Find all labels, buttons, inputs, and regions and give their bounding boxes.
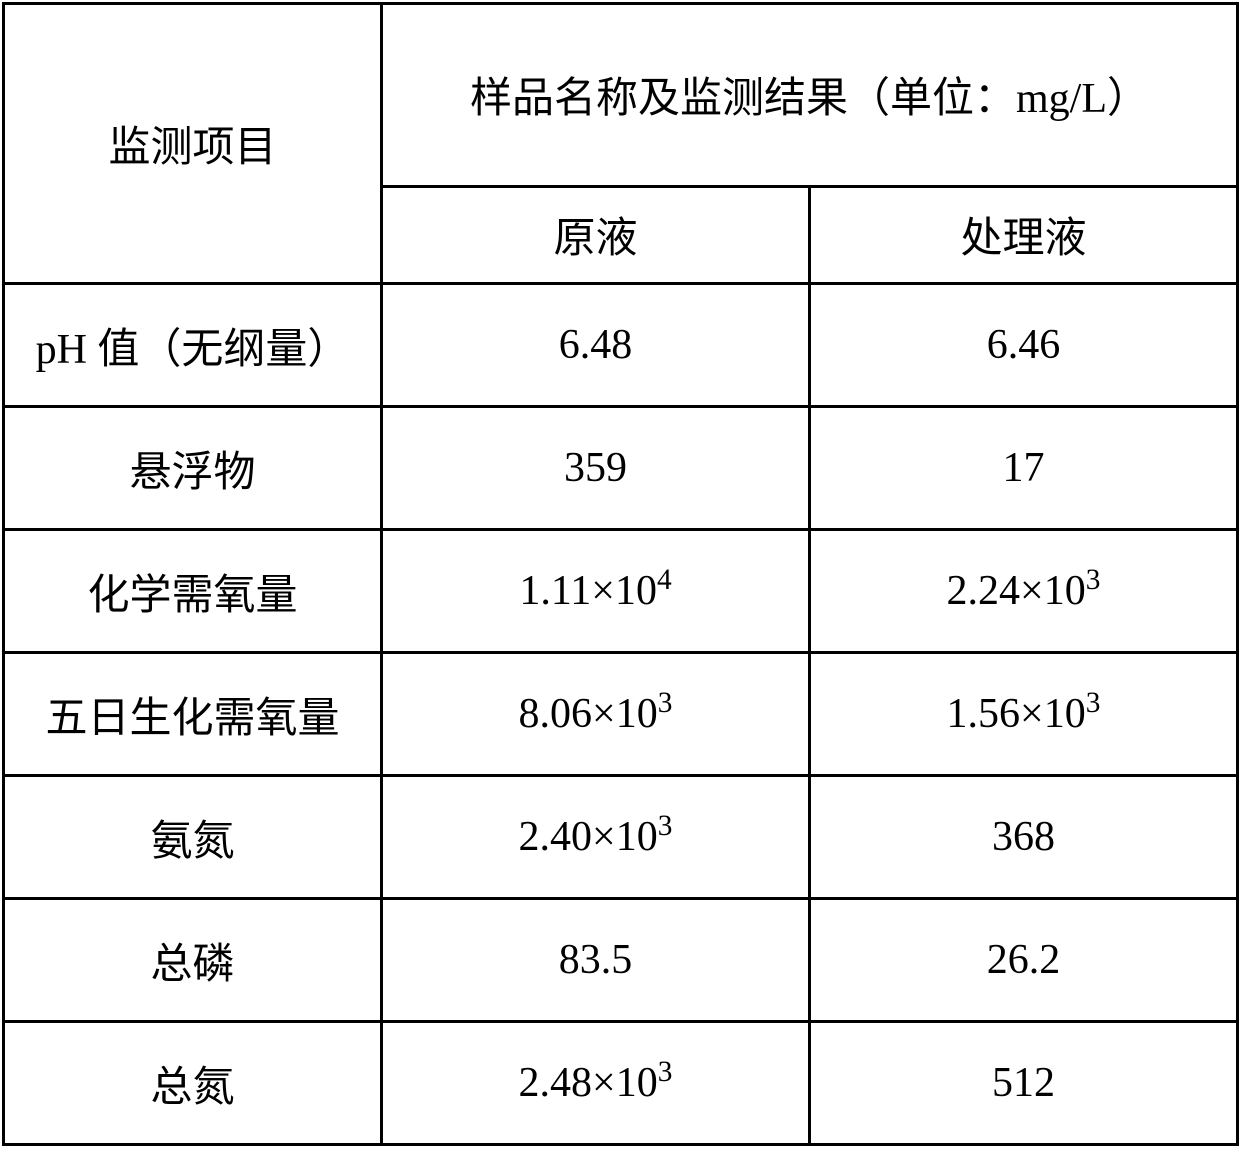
raw-value-cell: 2.48×103	[382, 1022, 810, 1145]
treated-value-cell: 6.46	[810, 284, 1238, 407]
raw-value-cell: 8.06×103	[382, 653, 810, 776]
header-raw-liquid: 原液	[382, 186, 810, 283]
table-row: 五日生化需氧量 8.06×103 1.56×103	[4, 653, 1238, 776]
header-treated-liquid: 处理液	[810, 186, 1238, 283]
header-monitoring-item: 监测项目	[4, 4, 382, 284]
table-row: pH 值（无纲量） 6.48 6.46	[4, 284, 1238, 407]
raw-value-cell: 6.48	[382, 284, 810, 407]
table-row: 化学需氧量 1.11×104 2.24×103	[4, 530, 1238, 653]
table-row: 氨氮 2.40×103 368	[4, 776, 1238, 899]
param-cell: pH 值（无纲量）	[4, 284, 382, 407]
param-cell: 悬浮物	[4, 407, 382, 530]
treated-value-cell: 1.56×103	[810, 653, 1238, 776]
treated-value-cell: 17	[810, 407, 1238, 530]
header-sample-results: 样品名称及监测结果（单位：mg/L）	[382, 4, 1238, 187]
treated-value-cell: 2.24×103	[810, 530, 1238, 653]
raw-value-cell: 359	[382, 407, 810, 530]
treated-value-cell: 368	[810, 776, 1238, 899]
treated-value-cell: 512	[810, 1022, 1238, 1145]
raw-value-cell: 83.5	[382, 899, 810, 1022]
table-row: 总氮 2.48×103 512	[4, 1022, 1238, 1145]
monitoring-results-table: 监测项目 样品名称及监测结果（单位：mg/L） 原液 处理液 pH 值（无纲量）…	[2, 2, 1239, 1146]
param-cell: 总氮	[4, 1022, 382, 1145]
table-row: 总磷 83.5 26.2	[4, 899, 1238, 1022]
param-cell: 氨氮	[4, 776, 382, 899]
treated-value-cell: 26.2	[810, 899, 1238, 1022]
table-row: 悬浮物 359 17	[4, 407, 1238, 530]
raw-value-cell: 2.40×103	[382, 776, 810, 899]
param-cell: 化学需氧量	[4, 530, 382, 653]
param-cell: 五日生化需氧量	[4, 653, 382, 776]
param-cell: 总磷	[4, 899, 382, 1022]
raw-value-cell: 1.11×104	[382, 530, 810, 653]
